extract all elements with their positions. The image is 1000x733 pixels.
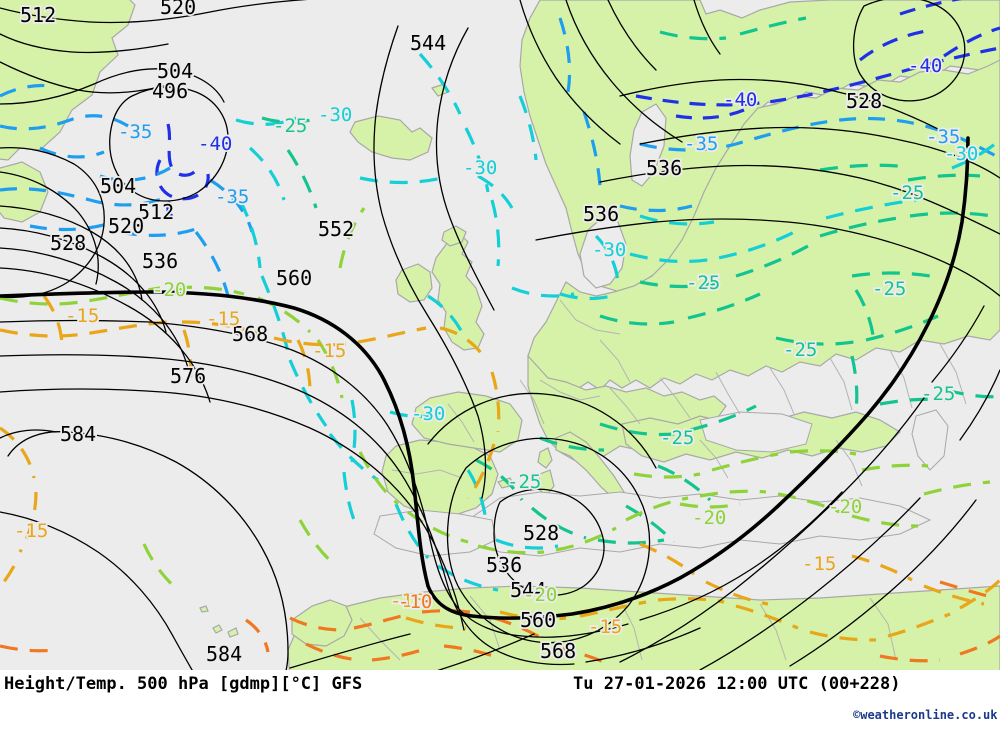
height-contour-label: 568 [540,639,576,663]
temperature-contour-label: -20 [152,279,186,301]
height-contour-536-s [0,267,211,403]
height-contour-520-n [0,0,308,24]
height-contour-label: 544 [510,578,546,602]
height-contour-504-s [0,146,105,299]
temperature-contour-label: -15 [588,616,622,638]
height-contour-label: 528 [50,231,86,255]
height-contour-label: 576 [170,364,206,388]
height-contour-label: 568 [232,322,268,346]
height-contour-label: 512 [138,200,174,224]
height-contour-label: 496 [152,79,188,103]
temperature-contour-label: -15 [65,305,99,327]
height-contour-552-bold [0,136,970,620]
height-contour-544 [373,25,487,499]
landmass-greenland [0,0,136,161]
temperature-contour-label: -35 [215,186,249,208]
temp-contour--15 [0,295,1000,642]
contour-labels: 512 5205044965045125205285365445525605685… [12,0,980,668]
island-corsica [537,447,553,469]
footer-bar: Height/Temp. 500 hPa [gdmp][°C] GFS Tu 2… [0,670,1000,733]
temperature-contour-label: -40 [908,55,942,77]
temp-contour--30 [235,52,1000,592]
chart-title: Height/Temp. 500 hPa [gdmp][°C] GFS [4,674,363,694]
temperature-contour-label: -25 [872,278,906,300]
landmass-morocco [291,599,353,647]
temperature-contour-label: -25 [507,471,541,493]
island-madeira [199,605,209,613]
landmass-iceland [349,115,433,161]
temperature-contour-label: -10 [398,591,432,613]
map-svg: 512 5205044965045125205285365445525605685… [0,0,1000,670]
temperature-contour-label: -25 [273,115,307,137]
height-contour-576 [0,388,465,631]
temperature-contour-label: -30 [318,104,352,126]
height-contour-label: 584 [206,642,242,666]
temperature-contour-label: -15 [312,340,346,362]
temperature-contour-label: -30 [592,239,626,261]
height-contour-label: 544 [410,31,446,55]
height-contour-520-s [0,227,167,333]
temperature-contour-label: -40 [198,133,232,155]
temperature-contour-label: -20 [828,496,862,518]
temperature-contour-label: -30 [944,143,978,165]
height-contour-label: 512 [20,3,56,27]
valid-time: Tu 27-01-2026 12:00 UTC (00+228) [573,674,901,694]
height-contour-536-low [446,437,651,644]
temperature-contour-label: -40 [723,89,757,111]
island-canaries-2 [227,627,239,638]
landmass-france [411,391,523,453]
temperature-contour-label: -25 [921,383,955,405]
temp-contour--25 [261,16,1000,545]
height-contour-536-e [535,218,1000,297]
height-contour-label: 520 [160,0,196,19]
height-contour-label: 584 [60,422,96,446]
height-contour-568 [0,354,575,666]
temperature-contour-label: -15 [390,590,424,612]
height-contour-label: 528 [846,89,882,113]
height-contour-label: 504 [157,59,193,83]
height-contour-label: 536 [142,249,178,273]
temperature-contour-label: -25 [783,339,817,361]
height-contour-504 [0,68,225,105]
height-contour-496 [109,86,229,202]
height-contours [0,0,1000,670]
height-contour-label: 528 [523,521,559,545]
height-contour-label: 560 [276,266,312,290]
height-contour-label: 536 [486,553,522,577]
height-contour-584 [7,431,289,670]
temperature-contour-label: -30 [411,403,445,425]
landmass-great-britain [431,233,485,351]
temperature-contour-label: -20 [692,507,726,529]
temp-contour--10 [0,580,1000,666]
temperature-contour-label: -35 [684,133,718,155]
temperature-contour-label: -30 [463,157,497,179]
height-contour-label: 520 [108,214,144,238]
height-contour-label: 552 [318,217,354,241]
temperature-contour-label: -15 [206,308,240,330]
height-contour-label: 536 [646,156,682,180]
watermark-weatheronline: ©weatheronline.co.uk [853,708,998,722]
mediterranean-sea [373,409,949,557]
temperature-contour-label: -35 [118,121,152,143]
landmass-north-africa [287,585,1000,670]
temperature-contour-label: -25 [686,272,720,294]
height-contour-label: 536 [583,202,619,226]
height-contour-label: 504 [100,174,136,198]
temperature-contour-label: -25 [890,182,924,204]
temperature-contour-label: -35 [926,126,960,148]
weather-map[interactable]: 512 520 504 496 504 512 520 528 536 544 552 560 568 5… [0,0,1000,670]
height-contour-512-s [0,205,143,301]
temperature-contour-label: -15 [802,553,836,575]
temp-contour--35 [0,17,1000,297]
temperature-contour-label: -25 [660,427,694,449]
temperature-contour-label: -20 [523,584,557,606]
height-contour-528-e [639,126,1000,179]
island-canaries [212,624,223,634]
height-contour-label: 560 [520,608,556,632]
height-contour-512-n [0,33,169,54]
height-contour-528-low [493,488,605,596]
temperature-contour-label: -15 [14,520,48,542]
height-contour-528-s [0,247,189,369]
